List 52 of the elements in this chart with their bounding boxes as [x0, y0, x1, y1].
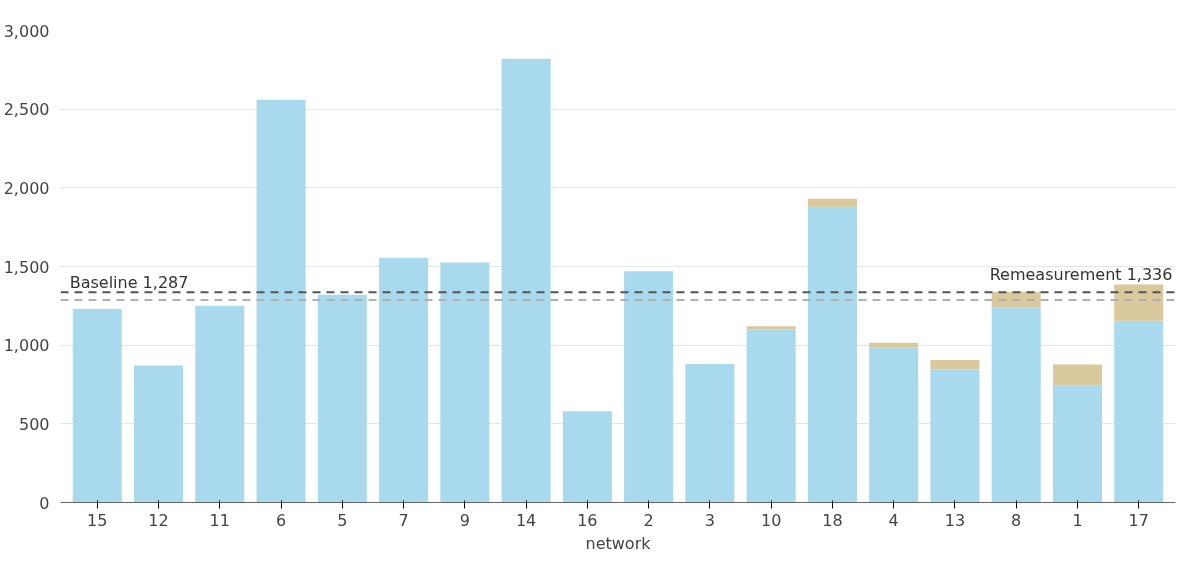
- bar: [1114, 320, 1164, 503]
- y-tick-label: 0: [39, 493, 50, 513]
- bar: [501, 58, 551, 503]
- bar: [930, 369, 980, 503]
- bar: [1114, 284, 1164, 321]
- bar: [317, 294, 367, 503]
- bar: [991, 307, 1041, 503]
- bar: [562, 411, 612, 503]
- bar: [624, 271, 674, 503]
- x-tick-label: 7: [398, 510, 409, 530]
- x-tick-label: 1: [1072, 510, 1083, 530]
- bar: [379, 257, 429, 503]
- bar: [134, 365, 184, 503]
- x-tick-label: 15: [87, 510, 108, 530]
- bar: [1052, 385, 1102, 503]
- x-tick-label: 18: [822, 510, 843, 530]
- x-tick-label: 3: [704, 510, 715, 530]
- x-tick-label: 10: [760, 510, 782, 530]
- y-tick-label: 1,500: [3, 257, 50, 277]
- x-tick-label: 8: [1011, 510, 1022, 530]
- bar: [869, 342, 919, 348]
- bar: [746, 329, 796, 503]
- bar: [440, 262, 490, 503]
- x-axis-title: network: [585, 533, 652, 553]
- y-tick-label: 2,500: [3, 100, 50, 120]
- x-tick-label: 16: [577, 510, 598, 530]
- x-tick-label: 13: [944, 510, 966, 530]
- y-tick-label: 1,000: [3, 336, 50, 356]
- x-tick-label: 9: [459, 510, 470, 530]
- ref-line-label: Baseline 1,287: [69, 273, 189, 293]
- ref-line-label: Remeasurement 1,336: [989, 265, 1173, 285]
- bar: [807, 206, 857, 503]
- bar: [869, 347, 919, 503]
- bar: [807, 198, 857, 207]
- x-tick-label: 2: [643, 510, 654, 530]
- y-tick-label: 500: [18, 414, 50, 434]
- bar: [746, 326, 796, 330]
- x-tick-label: 6: [275, 510, 287, 530]
- x-tick-label: 17: [1128, 510, 1149, 530]
- bar: [685, 364, 735, 503]
- x-tick-label: 11: [209, 510, 230, 530]
- x-tick-label: 4: [888, 510, 899, 530]
- bar: [72, 308, 122, 503]
- y-tick-label: 3,000: [3, 21, 50, 41]
- y-tick-label: 2,000: [3, 178, 50, 198]
- bar: [256, 99, 306, 503]
- x-tick-label: 5: [337, 510, 348, 530]
- x-tick-label: 14: [515, 510, 537, 530]
- x-tick-label: 12: [148, 510, 169, 530]
- bar: [195, 305, 245, 503]
- bar: [1052, 364, 1102, 386]
- bar: [930, 360, 980, 370]
